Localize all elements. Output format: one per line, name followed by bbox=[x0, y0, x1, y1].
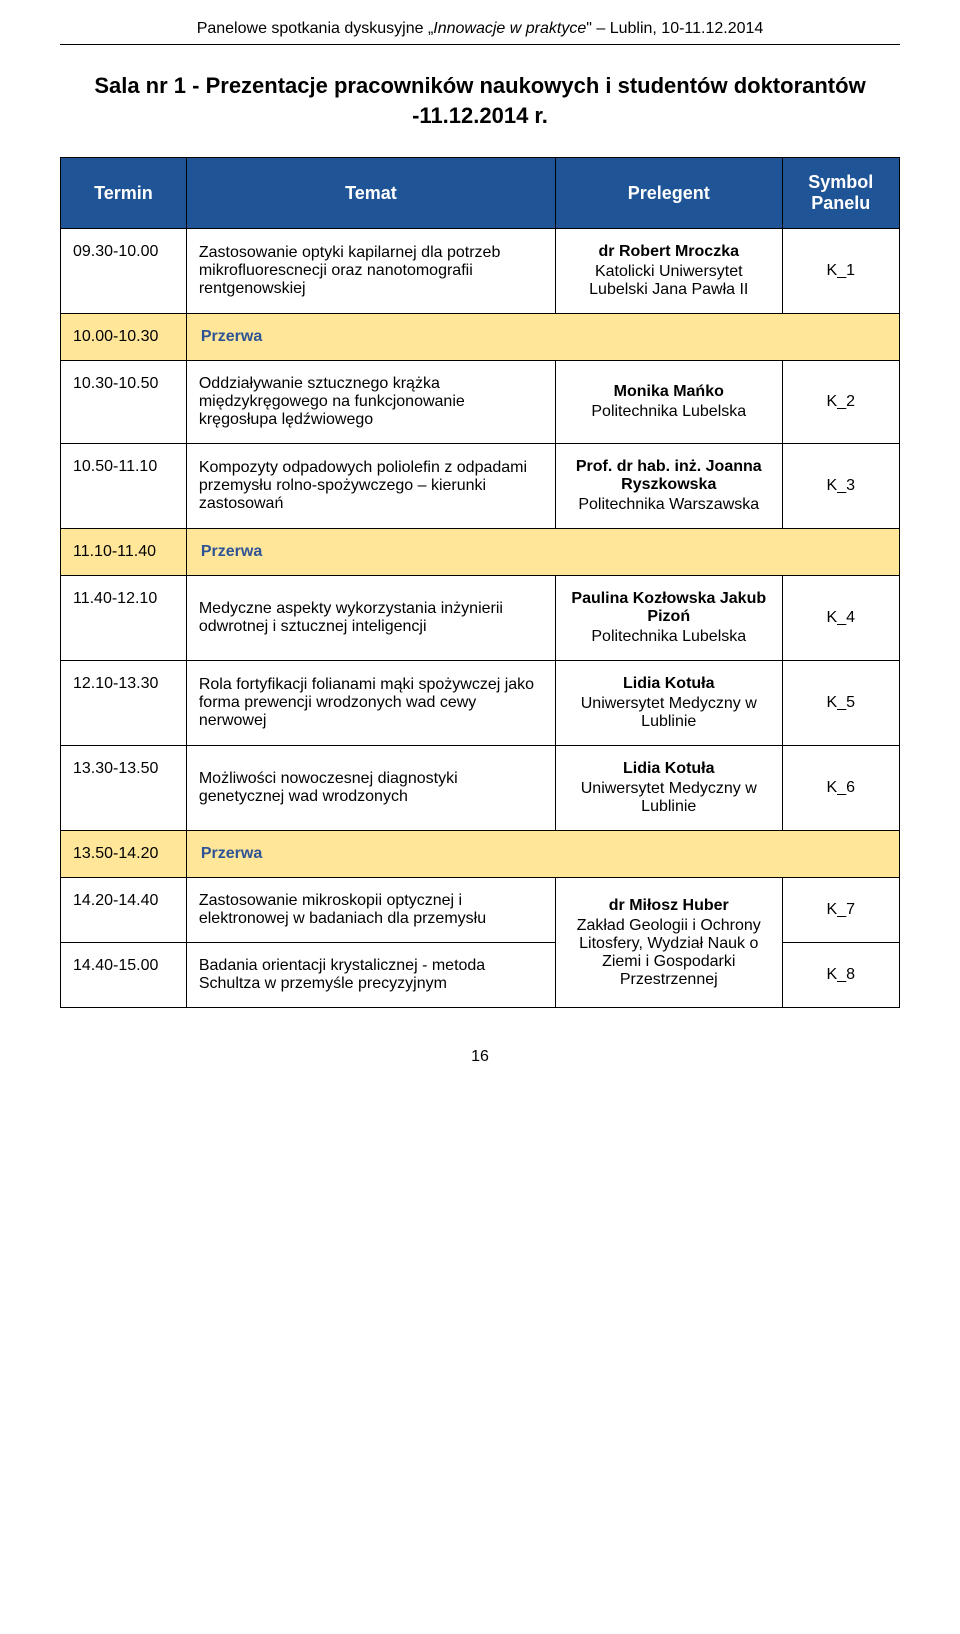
cell-symbol: K_5 bbox=[782, 661, 899, 746]
break-label: Przerwa bbox=[186, 314, 899, 361]
break-row: 11.10-11.40Przerwa bbox=[61, 529, 900, 576]
col-symbol-line1: Symbol bbox=[808, 172, 873, 192]
cell-time: 09.30-10.00 bbox=[61, 229, 187, 314]
presenter-name: Lidia Kotuła bbox=[623, 675, 715, 692]
table-row: 09.30-10.00Zastosowanie optyki kapilarne… bbox=[61, 229, 900, 314]
break-time: 13.50-14.20 bbox=[61, 831, 187, 878]
cell-time: 14.40-15.00 bbox=[61, 943, 187, 1008]
col-symbol-line2: Panelu bbox=[811, 193, 870, 213]
cell-time: 14.20-14.40 bbox=[61, 878, 187, 943]
cell-presenter: Prof. dr hab. inż. Joanna Ryszkowska Poli… bbox=[556, 444, 783, 529]
presenter-affil: Politechnika Lubelska bbox=[568, 403, 770, 421]
presenter-affil: Zakład Geologii i Ochrony Litosfery, Wyd… bbox=[568, 917, 770, 989]
table-row: 12.10-13.30Rola fortyfikacji folianami m… bbox=[61, 661, 900, 746]
cell-time: 13.30-13.50 bbox=[61, 746, 187, 831]
cell-topic: Rola fortyfikacji folianami mąki spożywc… bbox=[186, 661, 555, 746]
presenter-name: dr Robert Mroczka bbox=[599, 243, 739, 260]
cell-presenter: dr Robert Mroczka Katolicki Uniwersytet L… bbox=[556, 229, 783, 314]
presenter-name: Lidia Kotuła bbox=[623, 760, 715, 777]
presenter-affil: Uniwersytet Medyczny w Lublinie bbox=[568, 780, 770, 816]
header-italic: Innowacje w praktyce bbox=[433, 20, 586, 37]
cell-symbol: K_3 bbox=[782, 444, 899, 529]
page-number: 16 bbox=[60, 1048, 900, 1066]
cell-symbol: K_7 bbox=[782, 878, 899, 943]
col-prelegent: Prelegent bbox=[556, 158, 783, 229]
cell-presenter: Lidia Kotuła Uniwersytet Medyczny w Lubli… bbox=[556, 661, 783, 746]
col-termin: Termin bbox=[61, 158, 187, 229]
cell-topic: Zastosowanie optyki kapilarnej dla potrz… bbox=[186, 229, 555, 314]
page-title: Sala nr 1 - Prezentacje pracowników nauk… bbox=[60, 73, 900, 99]
cell-topic: Medyczne aspekty wykorzystania inżynieri… bbox=[186, 576, 555, 661]
cell-symbol: K_4 bbox=[782, 576, 899, 661]
presenter-name: Paulina Kozłowska Jakub Pizoń bbox=[571, 590, 766, 625]
cell-symbol: K_8 bbox=[782, 943, 899, 1008]
cell-time: 10.50-11.10 bbox=[61, 444, 187, 529]
table-row: 13.30-13.50Możliwości nowoczesnej diagno… bbox=[61, 746, 900, 831]
cell-symbol: K_2 bbox=[782, 361, 899, 444]
table-row: 14.20-14.40Zastosowanie mikroskopii opty… bbox=[61, 878, 900, 943]
cell-symbol: K_1 bbox=[782, 229, 899, 314]
table-row: 10.50-11.10Kompozyty odpadowych poliolef… bbox=[61, 444, 900, 529]
table-row: 10.30-10.50Oddziaływanie sztucznego krąż… bbox=[61, 361, 900, 444]
table-row: 11.40-12.10Medyczne aspekty wykorzystani… bbox=[61, 576, 900, 661]
document-header: Panelowe spotkania dyskusyjne „Innowacje… bbox=[60, 20, 900, 45]
col-temat: Temat bbox=[186, 158, 555, 229]
header-prefix: Panelowe spotkania dyskusyjne „ bbox=[197, 20, 434, 37]
presenter-name: dr Miłosz Huber bbox=[609, 897, 729, 914]
cell-symbol: K_6 bbox=[782, 746, 899, 831]
presenter-affil: Politechnika Lubelska bbox=[568, 628, 770, 646]
table-header-row: Termin Temat Prelegent Symbol Panelu bbox=[61, 158, 900, 229]
break-row: 10.00-10.30Przerwa bbox=[61, 314, 900, 361]
cell-topic: Kompozyty odpadowych poliolefin z odpada… bbox=[186, 444, 555, 529]
presenter-affil: Politechnika Warszawska bbox=[568, 496, 770, 514]
cell-presenter-shared: dr Miłosz Huber Zakład Geologii i Ochrony… bbox=[556, 878, 783, 1008]
cell-topic: Zastosowanie mikroskopii optycznej i ele… bbox=[186, 878, 555, 943]
break-time: 11.10-11.40 bbox=[61, 529, 187, 576]
cell-presenter: Monika Mańko Politechnika Lubelska bbox=[556, 361, 783, 444]
cell-time: 11.40-12.10 bbox=[61, 576, 187, 661]
header-suffix: " – Lublin, 10-11.12.2014 bbox=[586, 20, 763, 37]
schedule-table: Termin Temat Prelegent Symbol Panelu 09.… bbox=[60, 157, 900, 1008]
col-symbol: Symbol Panelu bbox=[782, 158, 899, 229]
cell-presenter: Lidia Kotuła Uniwersytet Medyczny w Lubli… bbox=[556, 746, 783, 831]
presenter-affil: Uniwersytet Medyczny w Lublinie bbox=[568, 695, 770, 731]
presenter-affil: Katolicki Uniwersytet Lubelski Jana Pawł… bbox=[568, 263, 770, 299]
break-time: 10.00-10.30 bbox=[61, 314, 187, 361]
break-label: Przerwa bbox=[186, 529, 899, 576]
break-row: 13.50-14.20Przerwa bbox=[61, 831, 900, 878]
cell-time: 12.10-13.30 bbox=[61, 661, 187, 746]
break-label: Przerwa bbox=[186, 831, 899, 878]
page-subtitle: -11.12.2014 r. bbox=[60, 103, 900, 129]
presenter-name: Monika Mańko bbox=[614, 383, 724, 400]
cell-topic: Oddziaływanie sztucznego krążka międzykr… bbox=[186, 361, 555, 444]
cell-presenter: Paulina Kozłowska Jakub Pizoń Politechnik… bbox=[556, 576, 783, 661]
cell-time: 10.30-10.50 bbox=[61, 361, 187, 444]
presenter-name: Prof. dr hab. inż. Joanna Ryszkowska bbox=[576, 458, 762, 493]
cell-topic: Możliwości nowoczesnej diagnostyki genet… bbox=[186, 746, 555, 831]
cell-topic: Badania orientacji krystalicznej - metod… bbox=[186, 943, 555, 1008]
